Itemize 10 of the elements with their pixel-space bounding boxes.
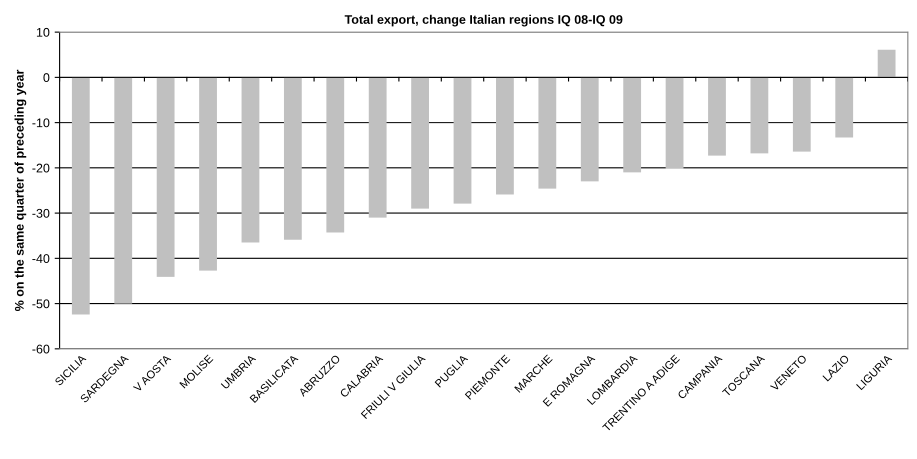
y-axis-title: % on the same quarter of preceding year (14, 70, 26, 312)
y-tick-label: -20 (32, 164, 50, 173)
y-tick-label: -10 (32, 118, 50, 128)
y-tick-label: 0 (43, 73, 50, 82)
chart-title: Total export, change Italian regions IQ 08-IQ 09 (344, 14, 622, 26)
y-tick-label: -40 (32, 254, 50, 264)
y-tick-label: -60 (32, 344, 50, 354)
y-tick-label: -30 (32, 208, 50, 218)
y-tick-label: -50 (32, 299, 50, 308)
y-tick-label: 10 (36, 28, 50, 37)
